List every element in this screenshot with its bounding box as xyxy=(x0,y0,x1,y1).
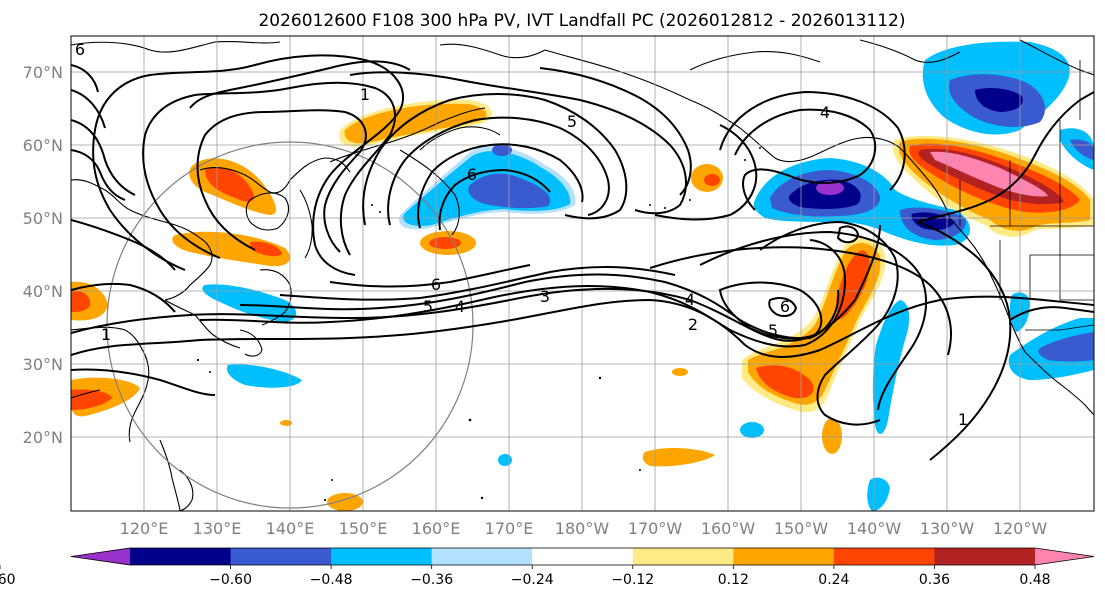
lat-axis: 70°N 60°N 50°N 40°N 30°N 20°N xyxy=(23,63,63,447)
colorbar-tick-label: −0.24 xyxy=(511,572,554,588)
lon-tick-label: 170°W xyxy=(628,519,683,538)
lat-tick-label: 70°N xyxy=(23,63,63,82)
colorbar-outline xyxy=(70,547,1095,566)
positive-anomaly-sea-of-japan xyxy=(172,158,290,267)
map-frame xyxy=(70,35,1095,512)
colorbar-extend-max xyxy=(1035,548,1094,565)
colorbar-segment xyxy=(431,548,533,565)
lon-tick-label: 140°W xyxy=(847,519,902,538)
lon-tick-label: 160°W xyxy=(701,519,756,538)
positive-anomaly-small-blobs xyxy=(280,164,842,511)
lon-tick-label: 180°W xyxy=(555,519,610,538)
colorbar-tick-label: −0.12 xyxy=(611,572,654,588)
negative-anomaly-southwest-us xyxy=(1008,318,1094,380)
colorbar-tick-label: 0.12 xyxy=(718,572,749,588)
lon-tick-label: 150°W xyxy=(774,519,829,538)
lon-tick-label: 140°E xyxy=(266,519,315,538)
colorbar-tick-label: −0.48 xyxy=(310,572,353,588)
lon-axis: 120°E 130°E 140°E 150°E 160°E 170°E 180°… xyxy=(120,519,1048,538)
lat-tick-label: 60°N xyxy=(23,136,63,155)
colorbar-extend-min xyxy=(71,548,130,565)
contour-label: 1 xyxy=(360,85,370,104)
contour-label: 5 xyxy=(423,297,433,316)
negative-anomaly-alaska xyxy=(922,41,1094,170)
coastlines xyxy=(71,39,1094,511)
negative-anomaly-japan xyxy=(202,284,764,466)
lon-tick-label: 130°W xyxy=(920,519,975,538)
lat-tick-label: 30°N xyxy=(23,355,63,374)
pv-contours xyxy=(71,54,1094,461)
contour-label: 1 xyxy=(958,410,968,429)
contour-label: 2 xyxy=(688,315,698,334)
contour-label: 5 xyxy=(768,321,778,340)
lon-tick-label: 120°E xyxy=(120,519,169,538)
colorbar: −0.60 −0.48 −0.36 −0.24 −0.12 0.12 0.24 0.36 0.4… xyxy=(0,547,1095,588)
contour-label: 6 xyxy=(431,275,441,294)
positive-anomaly-west-edge xyxy=(71,281,140,417)
map-background xyxy=(71,36,1094,511)
colorbar-tick-label: 0.24 xyxy=(818,572,849,588)
contour-label: 1 xyxy=(101,325,111,344)
contour-label: 3 xyxy=(540,287,550,306)
lon-tick-label: 160°E xyxy=(412,519,461,538)
colorbar-segment xyxy=(532,548,634,565)
colorbar-tick-label: 0.48 xyxy=(1019,572,1050,588)
colorbar-segment xyxy=(833,548,935,565)
negative-anomaly-gulf-of-alaska xyxy=(753,158,970,246)
contour-label: 5 xyxy=(567,112,577,131)
positive-anomaly-pacific-northwest xyxy=(892,135,1094,237)
lat-tick-label: 50°N xyxy=(23,209,63,228)
colorbar-segment xyxy=(632,548,734,565)
lon-tick-label: 130°E xyxy=(193,519,242,538)
contour-label: 6 xyxy=(780,297,790,316)
contour-labels: 1 2 3 4 5 6 4 5 6 1 1 5 6 6 xyxy=(75,40,968,429)
lon-tick-label: 120°W xyxy=(993,519,1048,538)
colorbar-ticks: −0.60 −0.48 −0.36 −0.24 −0.12 0.12 0.24 0.36 0.4… xyxy=(0,565,1051,588)
political-borders xyxy=(959,60,1094,331)
figure-title: 2026012600 F108 300 hPa PV, IVT Landfall… xyxy=(258,11,905,31)
contour-label: 6 xyxy=(75,40,85,59)
colorbar-segment xyxy=(130,548,232,565)
colorbar-segment xyxy=(733,548,835,565)
lon-tick-label: 150°E xyxy=(339,519,388,538)
colorbar-segment xyxy=(230,548,332,565)
colorbar-tick-label: 0.60 xyxy=(0,572,16,588)
shaded-anomalies xyxy=(71,41,1094,511)
colorbar-tick-label: −0.60 xyxy=(209,572,252,588)
lat-tick-label: 20°N xyxy=(23,428,63,447)
lat-tick-label: 40°N xyxy=(23,282,63,301)
colorbar-tick-label: 0.36 xyxy=(919,572,950,588)
contour-label: 4 xyxy=(820,103,830,122)
contour-label: 4 xyxy=(685,290,695,309)
lon-tick-label: 170°E xyxy=(485,519,534,538)
colorbar-segments xyxy=(70,547,1095,566)
contour-label: 4 xyxy=(455,297,465,316)
colorbar-segment xyxy=(934,548,1036,565)
colorbar-segment xyxy=(331,548,433,565)
colorbar-tick-label: −0.36 xyxy=(410,572,453,588)
contour-label: 6 xyxy=(467,165,477,184)
map-area: 1 2 3 4 5 6 4 5 6 1 1 5 6 6 4 xyxy=(70,35,1095,512)
